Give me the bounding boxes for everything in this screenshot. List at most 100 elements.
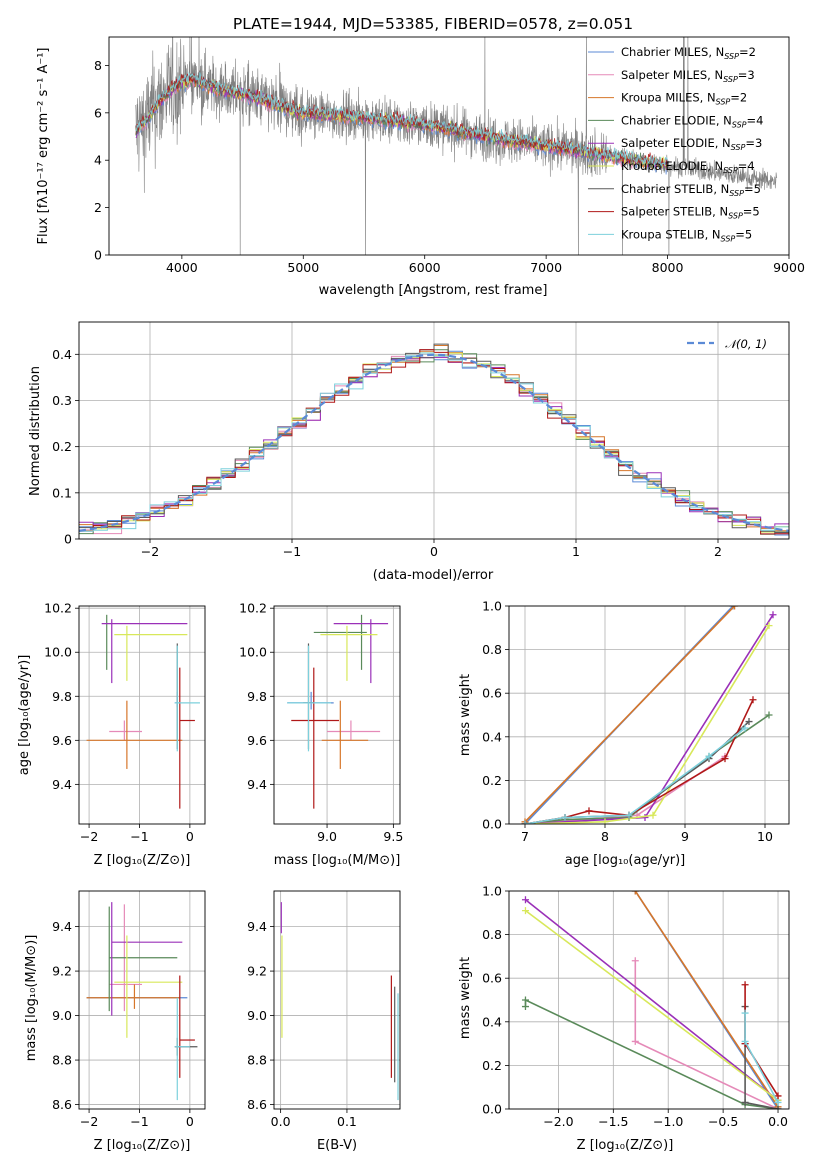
y-tick-label: 4	[94, 153, 102, 168]
age-vs-mass-panel: mass [log₁₀(M/M⊙)] 9.0 9.5 9.4 9.6 9.8 10.0 10…	[239, 601, 403, 868]
weight-point	[774, 1092, 782, 1100]
x-tick-label: 9.0	[317, 829, 337, 844]
x-tick-label: 9	[681, 829, 689, 844]
weight-point	[521, 820, 529, 824]
y-tick-label: 9.2	[247, 964, 267, 979]
legend-count: =4	[738, 159, 755, 173]
plot-area	[521, 891, 782, 1109]
weight-point	[625, 811, 633, 819]
weight-vs-age-panel: age [log₁₀(age/yr)] mass weight 7 8 9 10 0.0…	[458, 599, 790, 868]
weight-point	[741, 1009, 749, 1017]
x-tick-label: −2	[80, 829, 98, 844]
weight-vs-age-xlabel: age [log₁₀(age/yr)]	[565, 853, 686, 868]
mass-vs-Z-xlabel: Z [log₁₀(Z/Z⊙)]	[94, 1138, 191, 1153]
y-tick-label: 8.6	[52, 1097, 72, 1112]
y-tick-label: 8.6	[247, 1097, 267, 1112]
y-tick-label: 0.1	[52, 485, 72, 500]
legend-count: =5	[743, 205, 760, 219]
plot-area	[280, 902, 399, 1101]
y-tick-label: 0.6	[482, 971, 502, 986]
y-tick-label: 2	[94, 200, 102, 215]
figure-title: PLATE=1944, MJD=53385, FIBERID=0578, z=0…	[233, 15, 633, 33]
x-tick-label: 0.1	[337, 1114, 357, 1129]
legend-subscript: SSP	[716, 98, 731, 107]
x-tick-label: −1	[130, 1114, 148, 1129]
weight-line	[634, 891, 779, 1108]
mass-vs-Z-ylabel: mass [log₁₀(M/M⊙)]	[24, 935, 39, 1062]
weight-point	[774, 1105, 782, 1109]
legend-count: =5	[735, 227, 752, 241]
plot-area	[79, 343, 789, 536]
x-tick-label: −1	[283, 544, 301, 559]
x-tick-label: 5000	[287, 260, 319, 275]
x-tick-label: −0.5	[708, 1114, 738, 1129]
weight-point	[631, 957, 639, 965]
weight-point	[705, 752, 713, 760]
x-tick-label: 9.5	[383, 829, 403, 844]
weight-vs-metallicity-panel: Z [log₁₀(Z/Z⊙)] mass weight −2.0 −1.5 −1.0…	[458, 884, 790, 1153]
x-tick-label: 7	[521, 829, 529, 844]
legend-label: Kroupa MILES, NSSP=2	[621, 91, 747, 107]
weight-point	[765, 711, 773, 719]
y-tick-label: 0.4	[482, 1014, 502, 1029]
spectrum-xlabel: wavelength [Angstrom, rest frame]	[319, 283, 548, 298]
plot-area	[135, 37, 778, 255]
mass-vs-ebv-panel: E(B-V) 0.0 0.1 8.6 8.8 9.0 9.2 9.4	[247, 890, 401, 1153]
weight-point	[521, 996, 529, 1004]
weight-point	[561, 813, 569, 821]
legend-subscript: SSP	[728, 212, 743, 221]
axes-frame	[508, 890, 790, 1110]
axes-frame	[273, 605, 401, 825]
weight-point	[769, 611, 777, 619]
x-tick-label: 1	[572, 544, 580, 559]
weight-line	[524, 614, 774, 824]
weight-vs-Z-ylabel: mass weight	[458, 957, 473, 1039]
weight-point	[521, 1003, 529, 1011]
x-tick-label: 0.0	[768, 1114, 788, 1129]
legend-count: =2	[739, 45, 756, 59]
x-tick-label: 0	[430, 544, 438, 559]
y-tick-label: 0.3	[52, 393, 72, 408]
plot-area	[287, 614, 389, 809]
plot-area	[86, 614, 200, 809]
weight-point	[774, 1098, 782, 1106]
legend-count: =2	[730, 91, 747, 105]
legend-subscript: SSP	[724, 52, 739, 61]
weight-line	[524, 606, 736, 823]
weight-point	[745, 718, 753, 726]
axes-frame	[508, 605, 790, 825]
y-tick-label: 0.2	[482, 1058, 502, 1073]
y-tick-label: 0.8	[482, 927, 502, 942]
weight-point	[521, 896, 529, 904]
legend-subscript: SSP	[732, 120, 747, 129]
weight-point	[649, 811, 657, 819]
weight-line	[524, 998, 779, 1109]
y-tick-label: 9.4	[247, 777, 267, 792]
x-tick-label: 6000	[409, 260, 441, 275]
x-tick-label: 10	[757, 829, 773, 844]
residuals-ylabel: Normed distribution	[28, 366, 43, 496]
residuals-xlabel: (data-model)/error	[373, 568, 494, 583]
y-tick-label: 0.4	[482, 729, 502, 744]
x-tick-label: −1.5	[598, 1114, 628, 1129]
plot-area	[521, 606, 777, 824]
x-tick-label: 4000	[166, 260, 198, 275]
y-tick-label: 0.0	[482, 817, 502, 832]
y-tick-label: 0.6	[482, 686, 502, 701]
weight-point	[521, 907, 529, 915]
y-tick-label: 0.0	[482, 1102, 502, 1117]
y-tick-label: 9.8	[52, 689, 72, 704]
legend-label: Kroupa ELODIE, NSSP=4	[621, 159, 755, 175]
y-tick-label: 9.0	[247, 1008, 267, 1023]
legend-label: Salpeter MILES, NSSP=3	[621, 68, 755, 84]
plot-area	[86, 902, 198, 1101]
weight-point	[741, 724, 749, 732]
weight-line	[525, 899, 779, 1101]
legend-subscript: SSP	[723, 166, 738, 175]
x-tick-label: 0	[186, 829, 194, 844]
y-tick-label: 9.4	[247, 919, 267, 934]
x-tick-label: −1.0	[653, 1114, 683, 1129]
y-tick-label: 8.8	[52, 1053, 72, 1068]
y-tick-label: 6	[94, 105, 102, 120]
